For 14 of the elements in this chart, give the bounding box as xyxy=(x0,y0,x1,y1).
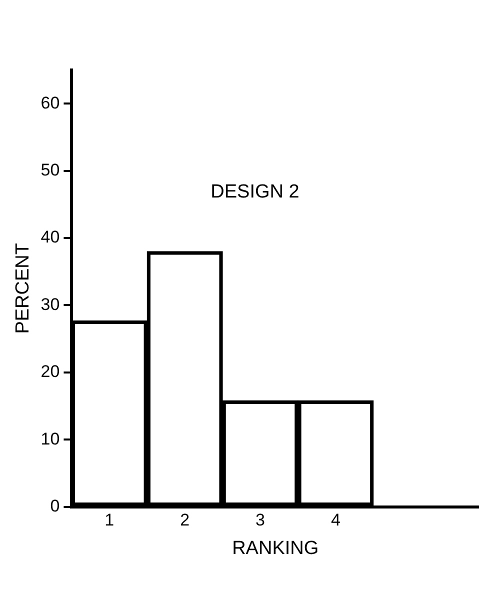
text: DESIGN 2 xyxy=(210,182,300,203)
y-tick-label: 50 xyxy=(40,160,60,180)
y-tick-label: 10 xyxy=(40,429,60,448)
y-tick-label: 60 xyxy=(40,93,60,112)
x-tick-label: 3 xyxy=(256,510,266,530)
y-tick-label: 40 xyxy=(40,228,60,247)
x-tick-label: 2 xyxy=(180,510,190,530)
x-axis-title: RANKING xyxy=(232,538,319,559)
y-axis-title: PERCENT xyxy=(12,242,34,334)
y-tick-label: 20 xyxy=(40,362,60,382)
x-tick-label: 4 xyxy=(330,510,340,530)
y-tick-label: 30 xyxy=(40,294,60,314)
y-tick-label: 0 xyxy=(50,496,60,516)
x-tick-label: 1 xyxy=(104,510,114,530)
